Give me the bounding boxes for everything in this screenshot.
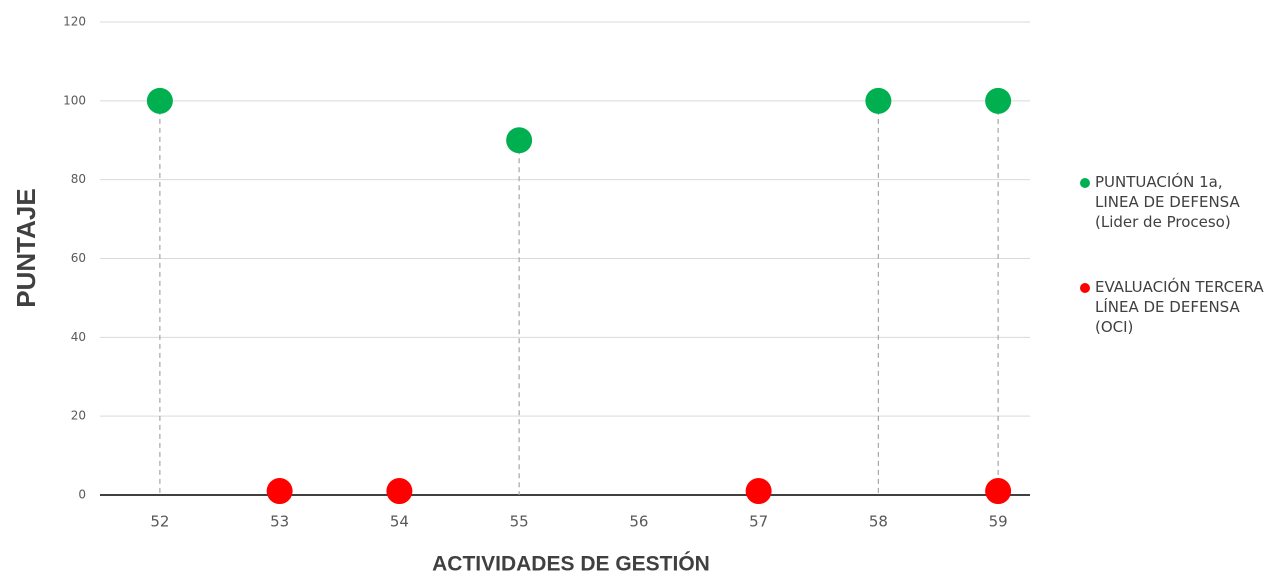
legend-item: PUNTUACIÓN 1a, LINEA DE DEFENSA (Lider d…	[1080, 172, 1270, 232]
x-tick-label: 55	[510, 513, 529, 531]
legend-swatch	[1080, 178, 1090, 188]
marker	[266, 478, 293, 505]
marker	[146, 87, 173, 114]
x-tick-label: 59	[989, 513, 1008, 531]
y-tick-label: 100	[63, 93, 86, 107]
marker	[386, 478, 413, 505]
y-axis-label: PUNTAJE	[11, 188, 41, 307]
legend-item: EVALUACIÓN TERCERA LÍNEA DE DEFENSA (OCI…	[1080, 277, 1270, 337]
x-tick-label: 57	[749, 513, 768, 531]
marker	[506, 127, 533, 154]
legend-swatch	[1080, 283, 1090, 293]
x-tick-label: 58	[869, 513, 888, 531]
x-tick-label: 56	[629, 513, 648, 531]
marker	[865, 87, 892, 114]
y-tick-label: 120	[63, 15, 86, 29]
y-tick-label: 80	[71, 172, 86, 186]
x-axis-label: ACTIVIDADES DE GESTIÓN	[432, 552, 710, 575]
y-tick-label: 40	[71, 330, 86, 344]
legend-label: EVALUACIÓN TERCERA LÍNEA DE DEFENSA (OCI…	[1095, 278, 1264, 336]
y-tick-label: 20	[71, 409, 86, 423]
y-tick-label: 0	[78, 488, 86, 502]
legend-label: PUNTUACIÓN 1a, LINEA DE DEFENSA (Lider d…	[1095, 173, 1240, 231]
x-tick-label: 52	[150, 513, 169, 531]
marker	[745, 478, 772, 505]
y-tick-label: 60	[71, 251, 86, 265]
x-tick-label: 54	[390, 513, 409, 531]
marker	[985, 478, 1012, 505]
marker	[985, 87, 1012, 114]
x-tick-label: 53	[270, 513, 289, 531]
